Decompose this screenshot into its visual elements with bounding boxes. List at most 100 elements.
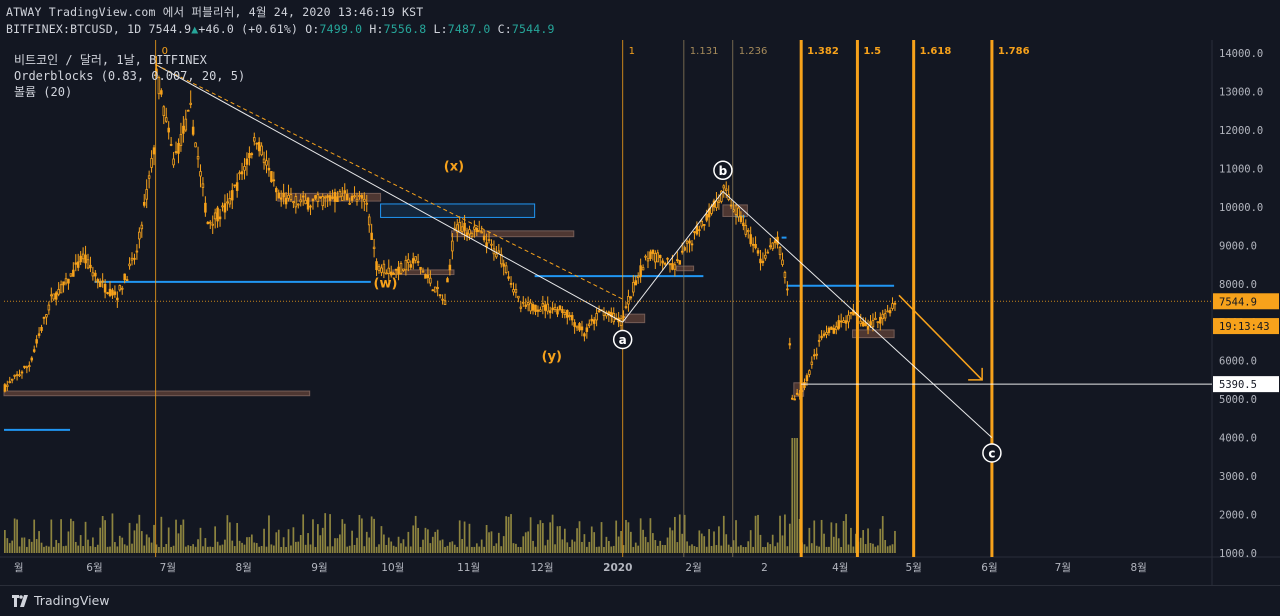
volume-bar bbox=[710, 545, 713, 553]
symbol-name: BITFINEX:BTCUSD, 1D bbox=[6, 22, 142, 36]
candle-body bbox=[37, 333, 41, 336]
volume-bar bbox=[170, 546, 172, 553]
y-tick-label: 5000.0 bbox=[1219, 394, 1257, 406]
volume-bar bbox=[424, 527, 427, 553]
candle-body bbox=[455, 224, 459, 233]
candle-body bbox=[888, 310, 892, 314]
volume-bar bbox=[874, 546, 877, 553]
volume-bar bbox=[136, 523, 138, 553]
candle-body bbox=[172, 158, 175, 166]
volume-bar bbox=[583, 534, 586, 553]
volume-bar bbox=[796, 438, 799, 553]
volume-bar bbox=[649, 518, 652, 553]
y-tick-label: 1000.0 bbox=[1219, 548, 1257, 560]
candle-body bbox=[705, 213, 708, 221]
volume-bar bbox=[11, 540, 14, 553]
candle-body bbox=[30, 357, 34, 361]
volume-bar bbox=[676, 542, 679, 553]
volume-bar bbox=[270, 544, 273, 553]
volume-bar bbox=[884, 540, 887, 553]
volume-bar bbox=[642, 529, 644, 553]
candle-body bbox=[592, 319, 596, 324]
volume-bar bbox=[823, 533, 825, 553]
candle-body bbox=[238, 172, 241, 175]
candle-body bbox=[717, 200, 721, 203]
volume-bar bbox=[414, 515, 417, 553]
candle-body bbox=[566, 310, 569, 318]
volume-bar bbox=[72, 521, 75, 553]
candle-body bbox=[389, 271, 393, 276]
candle-body bbox=[255, 142, 258, 145]
x-tick-label: 4월 bbox=[832, 562, 848, 574]
candle-body bbox=[639, 265, 642, 277]
volume-bar bbox=[693, 546, 696, 553]
candle-body bbox=[319, 196, 322, 199]
candle-body bbox=[822, 333, 826, 336]
volume-bar bbox=[593, 532, 596, 553]
candle-body bbox=[162, 106, 166, 117]
candle-body bbox=[698, 229, 701, 232]
legend-indicator-orderblocks[interactable]: Orderblocks (0.83, 0.007, 20, 5) bbox=[14, 69, 246, 83]
volume-bar bbox=[720, 545, 723, 553]
volume-bar bbox=[77, 545, 80, 553]
volume-bar bbox=[197, 539, 199, 553]
volume-bar bbox=[30, 541, 33, 553]
volume-bar bbox=[722, 515, 725, 553]
volume-bar bbox=[50, 519, 53, 553]
volume-bar bbox=[40, 542, 43, 553]
candle-body bbox=[201, 183, 205, 188]
volume-bar bbox=[600, 522, 603, 553]
volume-bar bbox=[571, 539, 574, 553]
candle-body bbox=[130, 257, 134, 261]
candle-body bbox=[13, 374, 16, 377]
wave-label-circle bbox=[713, 160, 733, 181]
candle-body bbox=[279, 197, 283, 200]
candle-body bbox=[245, 158, 249, 165]
candle-body bbox=[160, 90, 163, 95]
volume-bar bbox=[23, 537, 26, 553]
candle-body bbox=[397, 266, 400, 275]
volume-bar bbox=[876, 545, 879, 553]
candle-body bbox=[103, 283, 107, 293]
volume-bar bbox=[356, 537, 358, 553]
tradingview-logo[interactable]: TradingView bbox=[12, 593, 110, 608]
candle-body bbox=[649, 251, 652, 259]
volume-bar bbox=[199, 527, 202, 553]
volume-bar bbox=[383, 534, 385, 553]
candle-body bbox=[504, 265, 508, 273]
x-tick-label: 5월 bbox=[905, 562, 921, 574]
volume-bar bbox=[123, 544, 126, 553]
candle-body bbox=[235, 182, 239, 191]
price-scale-label: 5390.5 bbox=[1219, 379, 1257, 391]
volume-bar bbox=[512, 543, 515, 553]
volume-bar bbox=[334, 538, 336, 553]
candle-body bbox=[108, 288, 112, 296]
candle-body bbox=[64, 278, 68, 284]
legend-indicator-volume[interactable]: 볼륨 (20) bbox=[14, 85, 73, 99]
x-tick-label: 8월 bbox=[235, 562, 251, 574]
y-tick-label: 11000.0 bbox=[1219, 163, 1263, 175]
volume-bar bbox=[774, 546, 776, 553]
price-chart[interactable]: 14000.013000.012000.011000.010000.09000.… bbox=[0, 40, 1280, 585]
volume-bar bbox=[666, 537, 669, 553]
legend-title[interactable]: 비트코인 / 달러, 1날, BITFINEX bbox=[14, 53, 207, 67]
candle-body bbox=[470, 232, 474, 237]
candle-body bbox=[294, 196, 298, 208]
candle-body bbox=[678, 260, 682, 265]
fib-time-label: 1.236 bbox=[739, 46, 768, 57]
volume-bar bbox=[258, 546, 261, 553]
candle-body bbox=[138, 231, 141, 240]
candle-body bbox=[737, 207, 740, 218]
candle-body bbox=[382, 263, 386, 274]
volume-bar bbox=[341, 519, 344, 553]
volume-bar bbox=[784, 514, 786, 553]
volume-bar bbox=[485, 524, 488, 553]
volume-bar bbox=[791, 438, 794, 553]
candle-body bbox=[348, 202, 351, 205]
volume-bar bbox=[847, 544, 850, 553]
volume-bar bbox=[211, 546, 214, 553]
volume-bar bbox=[483, 546, 485, 553]
volume-bar bbox=[727, 544, 730, 553]
volume-bar bbox=[637, 545, 640, 553]
volume-bar bbox=[21, 537, 23, 553]
